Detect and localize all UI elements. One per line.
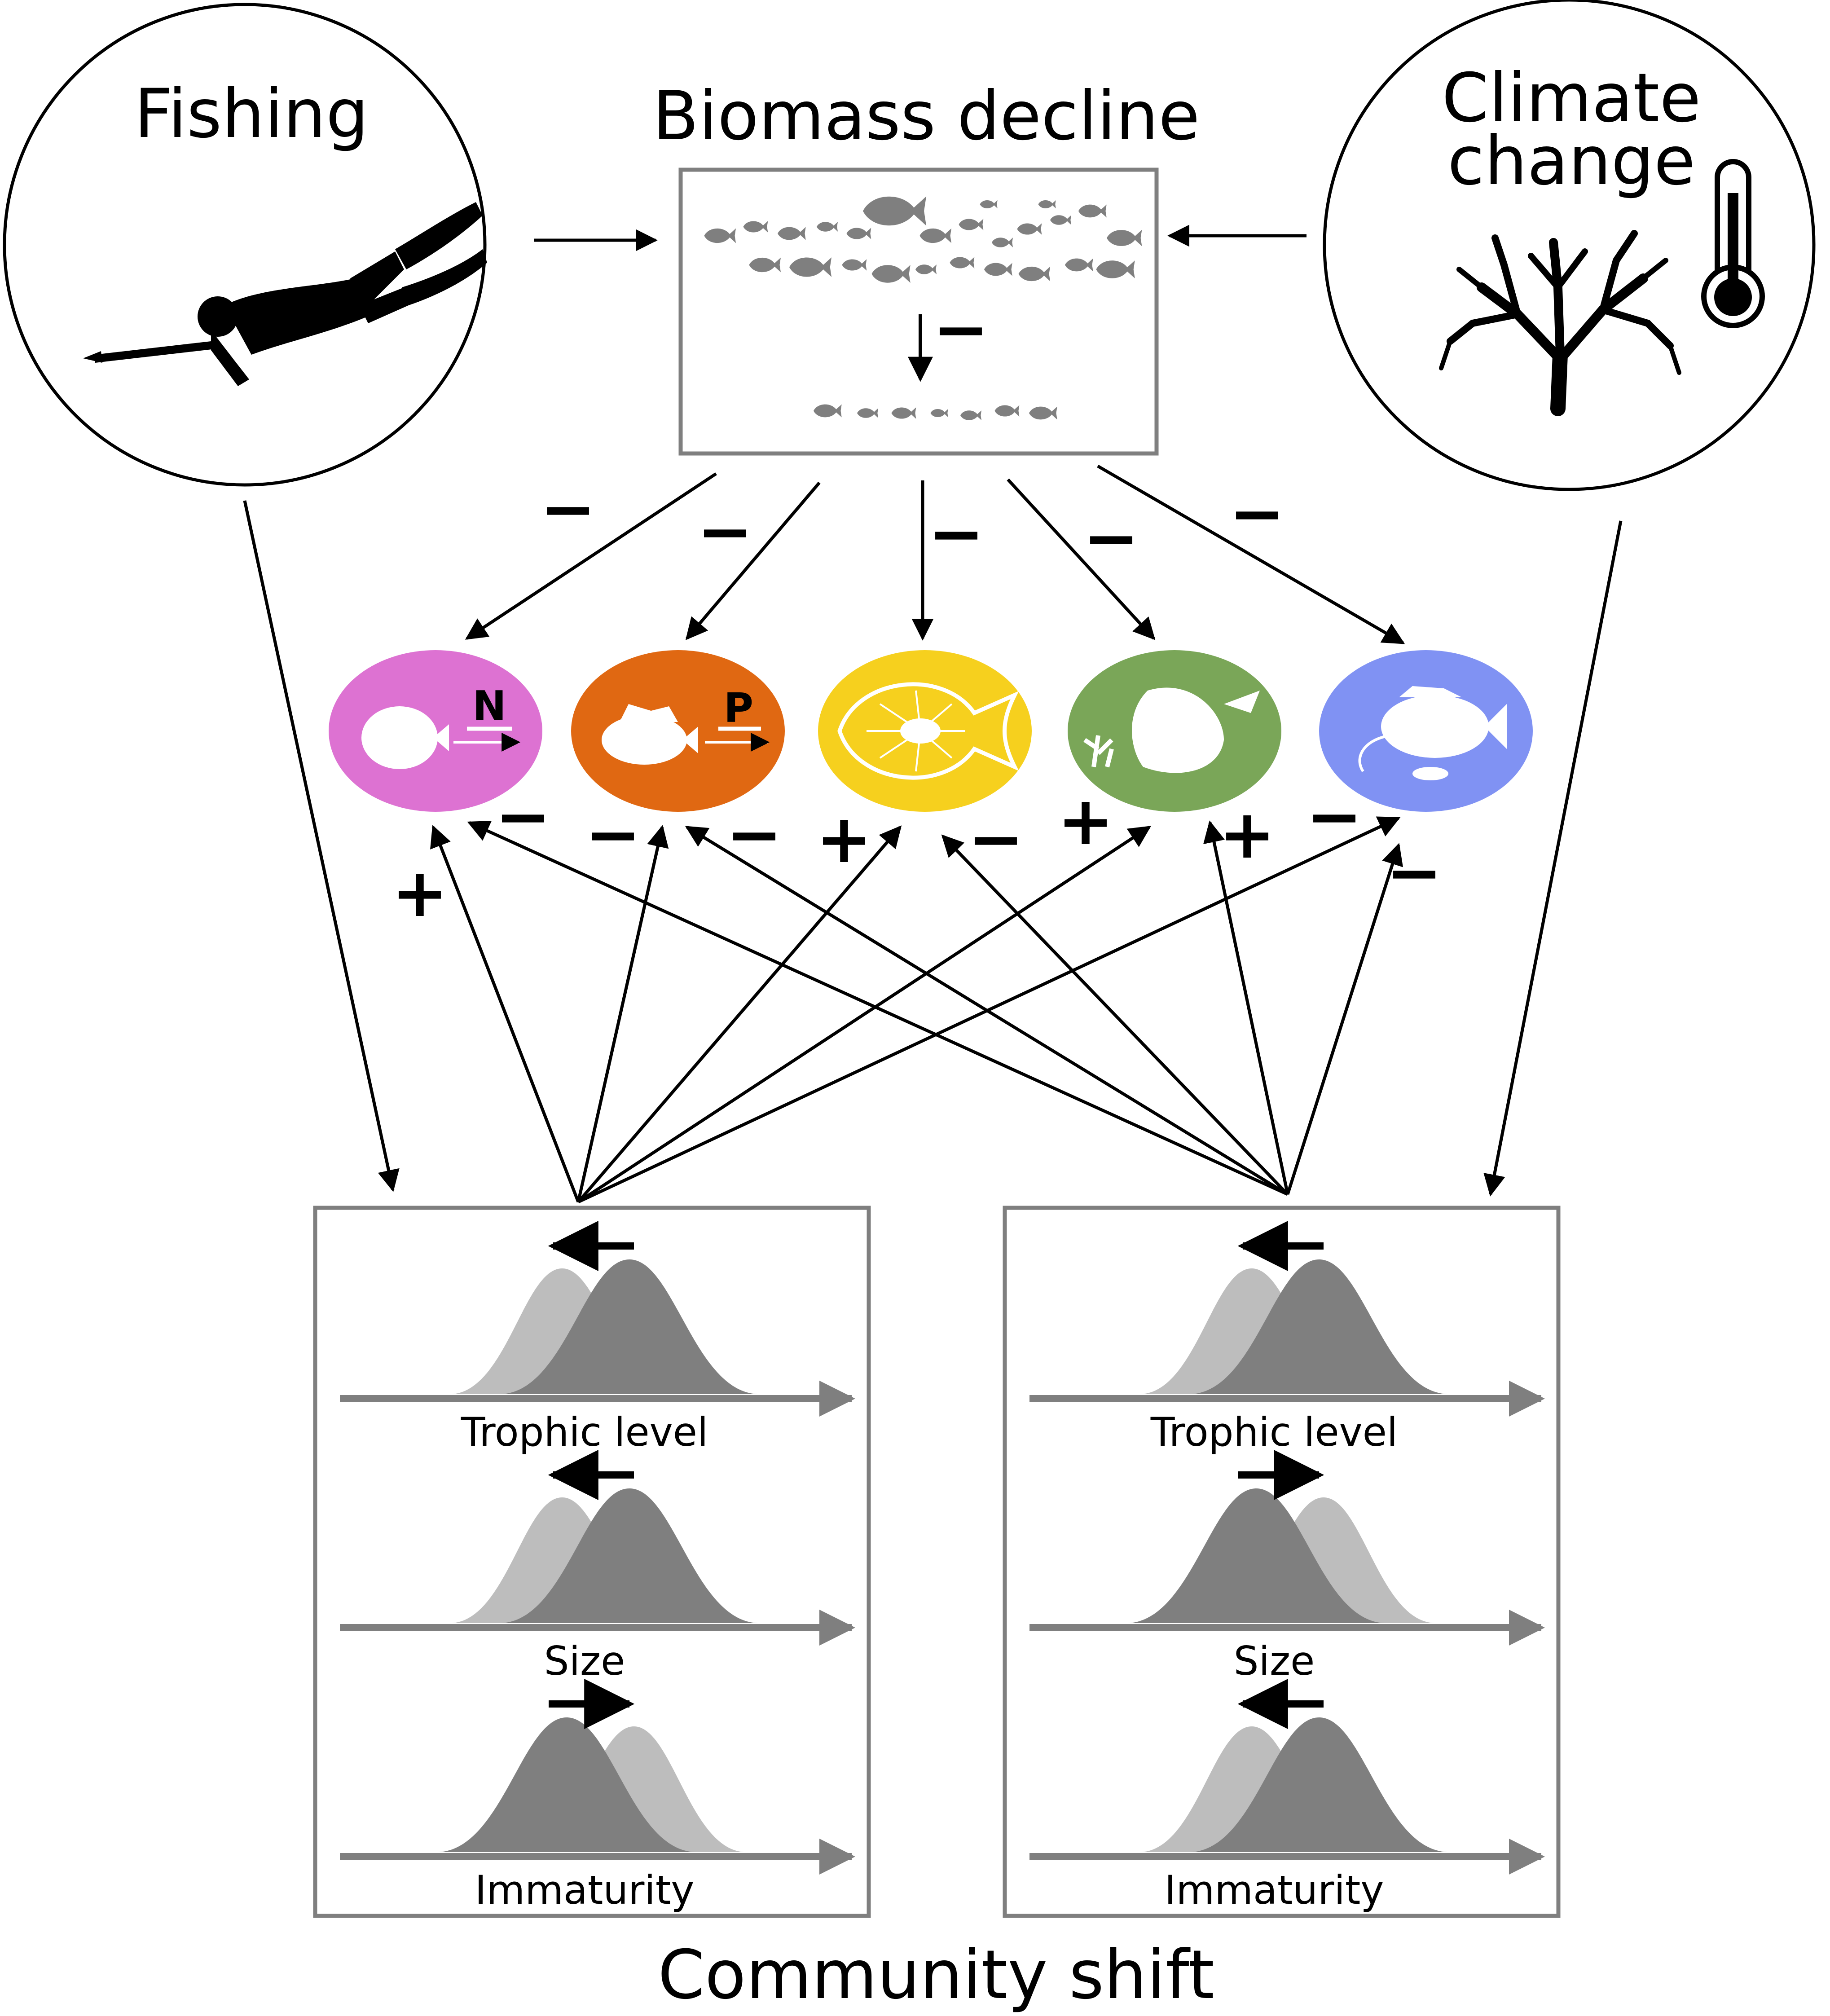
distribution-row: Size: [1029, 1450, 1545, 1684]
arrow-community-to-nutrient-cycling: [467, 820, 1289, 1196]
sign-fishing-food-web: +: [816, 800, 872, 878]
axis-label: Size: [544, 1638, 625, 1684]
sign-climate-piscivory: −: [1386, 834, 1443, 912]
arrow-community-to-nutrient-cycling: [430, 825, 580, 1203]
arrow-biomass-to-piscivory: [1097, 464, 1405, 645]
community-panel-climate: Trophic level Size Immaturity: [1003, 1206, 1561, 1918]
sign-climate-productivity: −: [726, 796, 783, 874]
axis-label: Size: [1234, 1638, 1315, 1684]
before-distribution: [1128, 1488, 1385, 1623]
distribution-row: Trophic level: [1029, 1221, 1545, 1455]
arrow-community-to-productivity: [576, 825, 669, 1202]
before-distribution: [501, 1259, 758, 1394]
spearfisher-icon: [83, 202, 487, 386]
sign-biomass-piscivory: −: [1229, 475, 1285, 553]
thermometer-icon: [1701, 159, 1765, 328]
coral-icon: [1439, 230, 1681, 416]
sign-biomass-nutrient-cycling: −: [540, 470, 596, 548]
group-nutrient-cycling: N: [329, 650, 542, 812]
herbivore-fish-algae-icon: [1083, 687, 1260, 773]
axis-label: Trophic level: [1150, 1409, 1398, 1455]
grouper-icon: P: [602, 685, 770, 765]
group-letter: P: [724, 685, 753, 732]
arrow-fishing-to-community: [243, 500, 400, 1192]
distribution-row: Trophic level: [340, 1221, 855, 1455]
arrow-biomass-to-herbivory: [1007, 478, 1156, 640]
sign-biomass-herbivory: −: [1083, 499, 1139, 577]
group-food-web: [818, 650, 1032, 812]
group-productivity: P: [571, 650, 785, 812]
sign-climate-nutrient-cycling: −: [495, 778, 551, 856]
biomass-decline-panel: Biomass decline −: [652, 77, 1200, 456]
climate-label-line1: Climate: [1442, 59, 1701, 137]
group-piscivory: [1319, 650, 1533, 812]
food-web-fish-icon: [837, 682, 1019, 780]
distribution-row: Size: [340, 1450, 855, 1684]
before-distribution: [438, 1717, 695, 1852]
arrow-climate-to-community: [1483, 520, 1623, 1197]
arrow-community-to-food-web: [577, 825, 902, 1203]
connector-arrows: [243, 224, 1623, 1204]
arrow-community-to-herbivory: [1203, 820, 1289, 1195]
arrow-biomass-to-productivity: [685, 481, 821, 640]
group-letter: N: [472, 682, 506, 730]
fishing-driver: Fishing: [3, 3, 487, 487]
before-distribution: [1191, 1717, 1447, 1852]
arrow-biomass-to-nutrient-cycling: [465, 472, 717, 640]
sign-biomass-food-web: −: [928, 495, 985, 573]
climate-driver: Climate change: [1323, 0, 1816, 491]
arrow-community-to-productivity: [685, 826, 1289, 1196]
community-shift-title: Community shift: [658, 1936, 1214, 2014]
axis-label: Immaturity: [475, 1867, 695, 1913]
arrow-community-to-food-web: [941, 834, 1289, 1196]
sign-climate-herbivory: +: [1219, 796, 1276, 874]
effect-signs: − − − − −+− + + −− − − + −: [392, 470, 1443, 932]
fishing-label: Fishing: [134, 75, 369, 153]
axis-label: Trophic level: [461, 1409, 708, 1455]
axis-label: Immaturity: [1165, 1867, 1384, 1913]
sign-fishing-nutrient-cycling: +: [392, 854, 448, 932]
predator-fish-icon: [1358, 686, 1507, 780]
before-distribution: [501, 1488, 758, 1623]
sign-climate-food-web: −: [968, 800, 1024, 878]
before-distribution: [1191, 1259, 1447, 1394]
butterflyfish-icon: N: [361, 682, 521, 769]
sign-biomass-productivity: −: [697, 493, 753, 571]
distribution-row: Immaturity: [1029, 1679, 1545, 1913]
sign-fishing-herbivory: +: [1057, 782, 1114, 860]
climate-label-line2: change: [1447, 122, 1695, 200]
arrow-community-to-piscivory: [1286, 843, 1403, 1195]
community-panel-fishing: Trophic level Size Immaturity: [313, 1206, 871, 1918]
arrow-community-to-herbivory: [577, 826, 1152, 1203]
decline-sign: −: [933, 291, 989, 369]
sign-fishing-piscivory: −: [1306, 778, 1363, 856]
distribution-row: Immaturity: [340, 1679, 855, 1913]
group-herbivory: [1068, 650, 1281, 812]
biomass-title: Biomass decline: [652, 77, 1200, 155]
sign-fishing-productivity: −: [585, 796, 641, 874]
